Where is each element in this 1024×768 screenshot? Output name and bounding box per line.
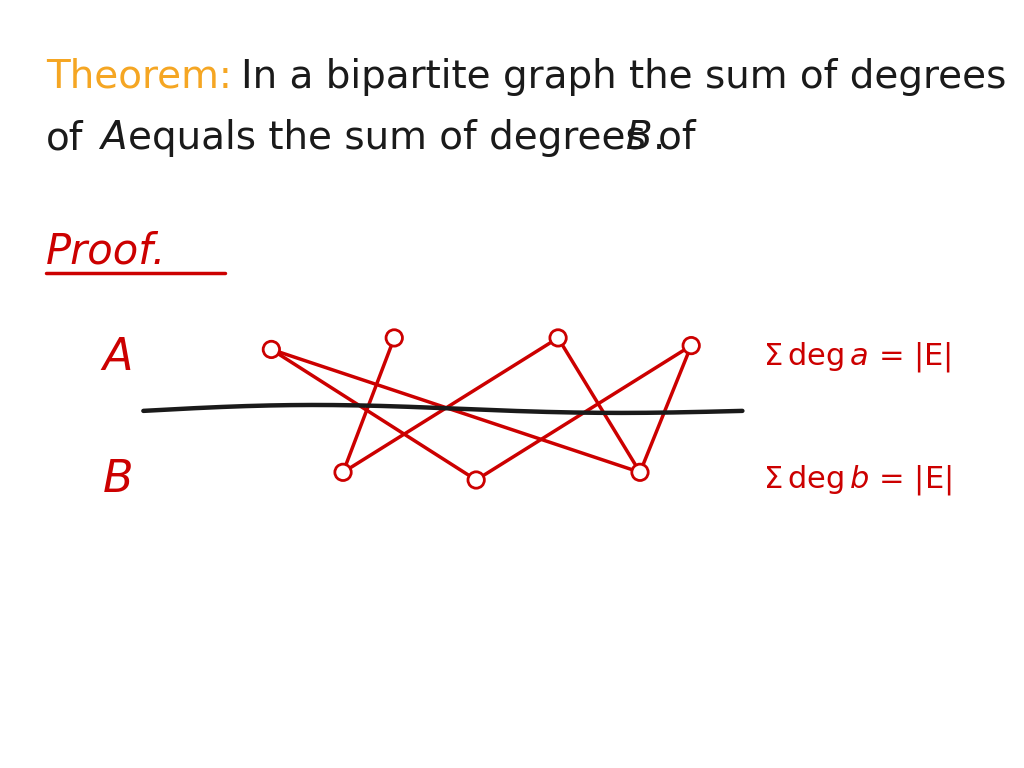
Ellipse shape [263, 341, 280, 358]
Ellipse shape [683, 337, 699, 354]
Text: $\mathit{A}$: $\mathit{A}$ [98, 119, 126, 157]
Text: of: of [46, 119, 84, 157]
Text: $\Sigma\,$deg$\,b$ = |E|: $\Sigma\,$deg$\,b$ = |E| [763, 463, 951, 497]
Ellipse shape [550, 329, 566, 346]
Text: $\mathit{B}$: $\mathit{B}$ [625, 119, 651, 157]
Text: .: . [653, 119, 666, 157]
Text: In a bipartite graph the sum of degrees: In a bipartite graph the sum of degrees [241, 58, 1006, 95]
Text: Theorem:: Theorem: [46, 58, 232, 95]
Text: B: B [102, 458, 133, 502]
Ellipse shape [632, 464, 648, 481]
Text: A: A [102, 336, 133, 379]
Ellipse shape [386, 329, 402, 346]
Text: equals the sum of degrees of: equals the sum of degrees of [128, 119, 695, 157]
Text: Proof.: Proof. [46, 230, 167, 273]
Ellipse shape [335, 464, 351, 481]
Ellipse shape [468, 472, 484, 488]
Text: $\Sigma\,$deg$\,a$ = |E|: $\Sigma\,$deg$\,a$ = |E| [763, 340, 951, 374]
